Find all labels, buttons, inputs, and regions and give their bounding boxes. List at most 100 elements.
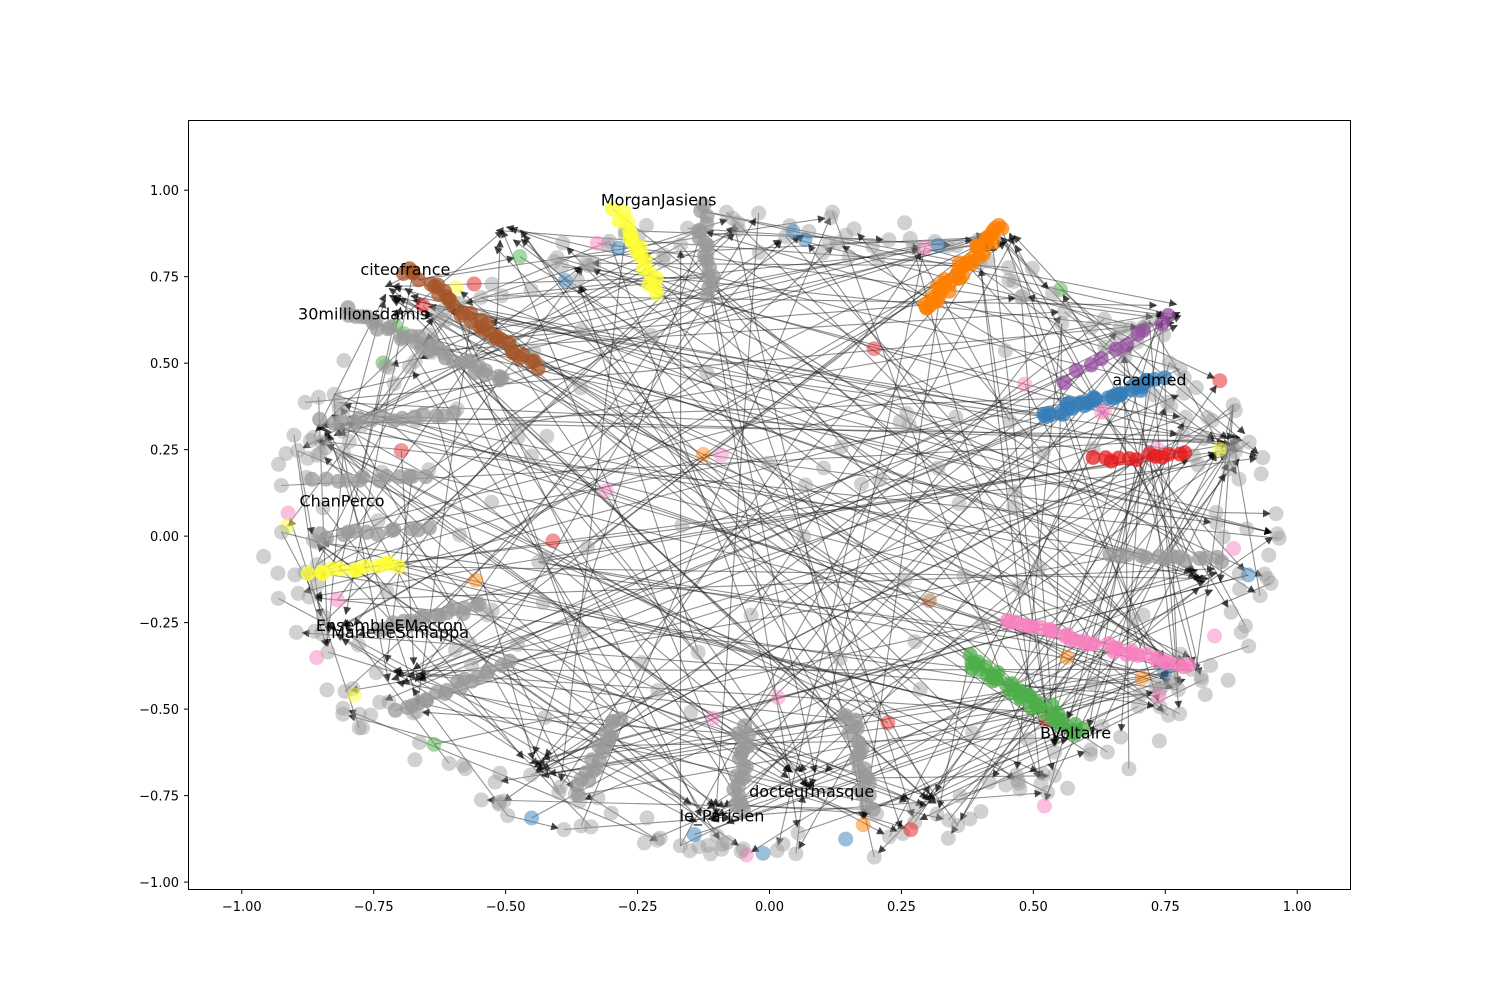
- node-point: [1151, 688, 1167, 704]
- node-point: [523, 448, 539, 464]
- node-point: [320, 644, 336, 660]
- node-point: [274, 524, 290, 540]
- node-point: [574, 624, 589, 640]
- edge: [359, 306, 403, 481]
- node-point: [331, 401, 347, 417]
- node-point: [705, 710, 721, 726]
- node-point: [523, 282, 539, 298]
- node-point: [1097, 404, 1112, 419]
- edge: [357, 412, 1049, 637]
- node-point: [833, 439, 849, 455]
- edge: [316, 541, 720, 823]
- edge: [1064, 451, 1216, 637]
- node-point: [855, 817, 871, 833]
- edge: [531, 458, 1190, 819]
- node-point: [1166, 672, 1182, 688]
- node-point: [479, 607, 495, 623]
- node-point: [639, 810, 655, 826]
- node-point: [1001, 260, 1016, 276]
- edge: [436, 312, 1191, 658]
- edge: [311, 315, 1174, 576]
- node-point: [907, 634, 923, 650]
- node-point: [872, 472, 888, 488]
- edge: [388, 562, 1070, 733]
- x-tick-label: 0.00: [755, 900, 784, 915]
- node-point: [1056, 375, 1072, 391]
- edge: [293, 435, 324, 617]
- edge: [495, 226, 1009, 269]
- node-point: [418, 469, 434, 485]
- y-tick-label: −0.50: [139, 703, 179, 718]
- x-tick-label: −0.75: [354, 900, 394, 915]
- node-point: [394, 410, 410, 426]
- edge: [425, 309, 740, 802]
- node-point: [1067, 724, 1083, 740]
- edge: [707, 664, 1189, 821]
- x-tick-label: 0.50: [1019, 900, 1048, 915]
- edge: [322, 507, 524, 759]
- node-point: [524, 810, 540, 826]
- node-point: [905, 240, 921, 256]
- node-point: [902, 231, 918, 246]
- edge: [867, 771, 1050, 780]
- node-point: [997, 343, 1013, 359]
- node-point: [1035, 766, 1051, 782]
- node-point: [1007, 484, 1023, 500]
- edge: [321, 455, 1258, 573]
- node-point: [487, 774, 503, 790]
- node-point: [1133, 687, 1149, 703]
- y-tick-label: 0.25: [150, 444, 179, 459]
- node-point: [1083, 742, 1098, 758]
- node-point: [846, 221, 862, 237]
- node-point: [492, 765, 508, 781]
- node-point: [941, 812, 957, 828]
- edge: [935, 412, 1103, 793]
- node-point: [1010, 772, 1026, 788]
- edge: [336, 229, 739, 430]
- node-point: [415, 298, 431, 314]
- node-point: [369, 321, 385, 337]
- node-point: [1227, 403, 1243, 419]
- node-point: [535, 594, 551, 610]
- node-point: [1188, 380, 1204, 396]
- node-point: [1233, 624, 1249, 640]
- edge: [340, 406, 560, 793]
- edge: [1024, 383, 1169, 678]
- node-label: citeofrance: [360, 260, 450, 279]
- node-point: [703, 846, 718, 862]
- y-axis: −1.00 −0.75 −0.50 −0.25 0.00 0.25 0.50 0.75 1.00: [139, 184, 189, 891]
- edge: [453, 247, 920, 362]
- node-point: [346, 687, 362, 703]
- edge: [418, 702, 944, 822]
- node-point: [391, 559, 406, 574]
- node-point: [1227, 444, 1243, 459]
- node-point: [1093, 351, 1109, 367]
- edge: [520, 238, 1012, 694]
- node-point: [1256, 566, 1272, 582]
- node-point: [604, 201, 620, 217]
- edge: [324, 427, 454, 610]
- node-point: [1033, 776, 1049, 792]
- node-point: [1172, 706, 1188, 722]
- edge: [488, 318, 1044, 415]
- node-point: [865, 801, 881, 817]
- node-point: [1207, 628, 1222, 644]
- edge: [345, 420, 1132, 652]
- node-point: [339, 472, 355, 488]
- node-point: [892, 414, 908, 430]
- node-label: ChanPerco: [300, 492, 385, 511]
- node-point: [1215, 529, 1231, 545]
- edge: [343, 402, 1171, 683]
- node-point: [1175, 427, 1191, 443]
- node-point: [1200, 410, 1216, 425]
- node-point: [583, 819, 599, 835]
- node-point: [881, 232, 897, 248]
- edge: [371, 307, 457, 421]
- node-point: [699, 364, 715, 380]
- node-point: [438, 312, 454, 328]
- node-point: [719, 204, 734, 220]
- node-point: [832, 651, 848, 667]
- node-point: [797, 232, 813, 248]
- node-point: [530, 361, 546, 377]
- edge: [474, 326, 1169, 716]
